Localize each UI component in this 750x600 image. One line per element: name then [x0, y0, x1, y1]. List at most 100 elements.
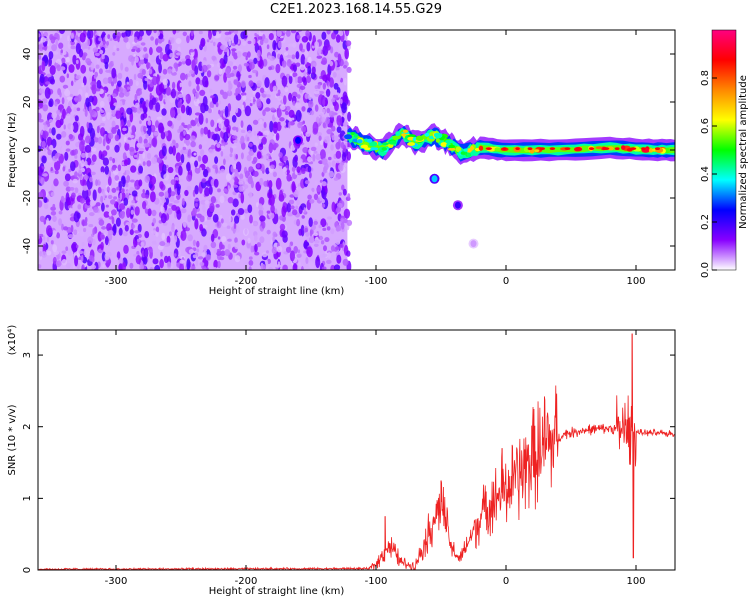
noise-speckle: [161, 108, 167, 116]
noise-speckle: [140, 113, 145, 121]
noise-speckle: [102, 264, 105, 268]
noise-speckle: [96, 79, 102, 89]
noise-speckle: [120, 62, 124, 71]
noise-speckle: [226, 225, 231, 229]
noise-speckle: [227, 243, 231, 250]
noise-speckle: [301, 36, 309, 43]
noise-speckle: [337, 202, 343, 208]
noise-speckle: [61, 131, 67, 138]
noise-speckle: [259, 39, 264, 46]
noise-speckle: [259, 177, 264, 186]
noise-speckle: [83, 221, 88, 226]
noise-speckle: [52, 256, 57, 265]
noise-speckle: [316, 186, 321, 193]
noise-speckle: [122, 231, 128, 237]
noise-speckle: [233, 164, 237, 170]
noise-speckle: [77, 204, 82, 210]
noise-speckle: [50, 78, 55, 85]
signal-clump: [455, 146, 462, 153]
noise-speckle: [73, 229, 78, 235]
noise-speckle: [103, 211, 110, 218]
noise-speckle: [219, 256, 225, 261]
noise-speckle: [345, 40, 352, 47]
noise-speckle: [140, 241, 145, 247]
noise-speckle: [106, 186, 111, 191]
noise-speckle: [321, 158, 328, 165]
noise-speckle: [87, 157, 91, 166]
noise-speckle: [240, 92, 247, 96]
noise-speckle: [260, 87, 265, 94]
noise-speckle: [150, 54, 156, 63]
noise-speckle: [254, 32, 257, 37]
noise-speckle: [70, 32, 75, 39]
noise-speckle: [79, 230, 85, 237]
noise-speckle: [296, 218, 301, 227]
noise-speckle: [170, 179, 176, 186]
noise-speckle: [52, 215, 57, 222]
noise-speckle: [121, 99, 126, 106]
noise-speckle: [346, 219, 353, 226]
noise-speckle: [119, 192, 123, 201]
noise-speckle: [322, 227, 327, 231]
noise-speckle: [306, 41, 311, 52]
noise-speckle: [216, 31, 220, 38]
noise-speckle: [120, 165, 126, 174]
noise-speckle: [96, 58, 100, 66]
noise-speckle: [248, 266, 252, 270]
noise-speckle: [175, 142, 179, 149]
noise-speckle: [297, 249, 301, 254]
noise-speckle: [198, 30, 203, 35]
noise-speckle: [210, 196, 216, 204]
noise-speckle: [276, 121, 282, 132]
signal-clump: [424, 132, 430, 137]
noise-speckle: [335, 67, 340, 71]
noise-speckle: [244, 228, 248, 235]
noise-speckle: [196, 240, 200, 248]
noise-speckle: [247, 40, 252, 45]
noise-speckle: [142, 151, 146, 159]
noise-speckle: [252, 144, 257, 153]
noise-speckle: [106, 223, 112, 232]
noise-speckle: [149, 267, 154, 270]
spectrogram-heatmap: [38, 30, 675, 270]
noise-speckle: [119, 100, 123, 107]
noise-speckle: [59, 30, 65, 34]
noise-speckle: [148, 99, 154, 110]
noise-speckle: [160, 205, 163, 212]
noise-speckle: [155, 231, 159, 237]
noise-speckle: [317, 83, 321, 89]
noise-speckle: [240, 192, 245, 204]
noise-speckle: [197, 155, 202, 162]
noise-speckle: [58, 218, 63, 226]
noise-speckle: [164, 255, 169, 264]
noise-speckle: [194, 185, 199, 195]
noise-speckle: [100, 171, 104, 177]
noise-speckle: [56, 109, 61, 116]
noise-speckle: [139, 120, 142, 124]
noise-speckle: [84, 144, 92, 153]
noise-speckle: [111, 164, 117, 171]
noise-speckle: [56, 64, 61, 72]
noise-speckle: [291, 54, 296, 60]
x-tick-label: 100: [626, 576, 645, 587]
noise-speckle: [301, 125, 307, 133]
signal-clump: [415, 135, 424, 141]
noise-speckle: [58, 210, 63, 215]
noise-speckle: [79, 197, 85, 204]
noise-speckle: [332, 71, 337, 78]
noise-speckle: [189, 156, 196, 164]
noise-speckle: [320, 240, 325, 245]
noise-speckle: [138, 165, 144, 174]
noise-speckle: [129, 134, 135, 139]
snr-series: [38, 333, 675, 570]
noise-speckle: [288, 199, 295, 205]
noise-speckle: [312, 154, 316, 162]
noise-speckle: [323, 136, 330, 144]
noise-speckle: [100, 195, 104, 203]
noise-speckle: [90, 171, 96, 176]
noise-speckle: [326, 107, 331, 114]
noise-speckle: [344, 161, 347, 168]
noise-speckle: [333, 177, 339, 181]
noise-speckle: [228, 215, 232, 223]
noise-speckle: [246, 147, 250, 152]
